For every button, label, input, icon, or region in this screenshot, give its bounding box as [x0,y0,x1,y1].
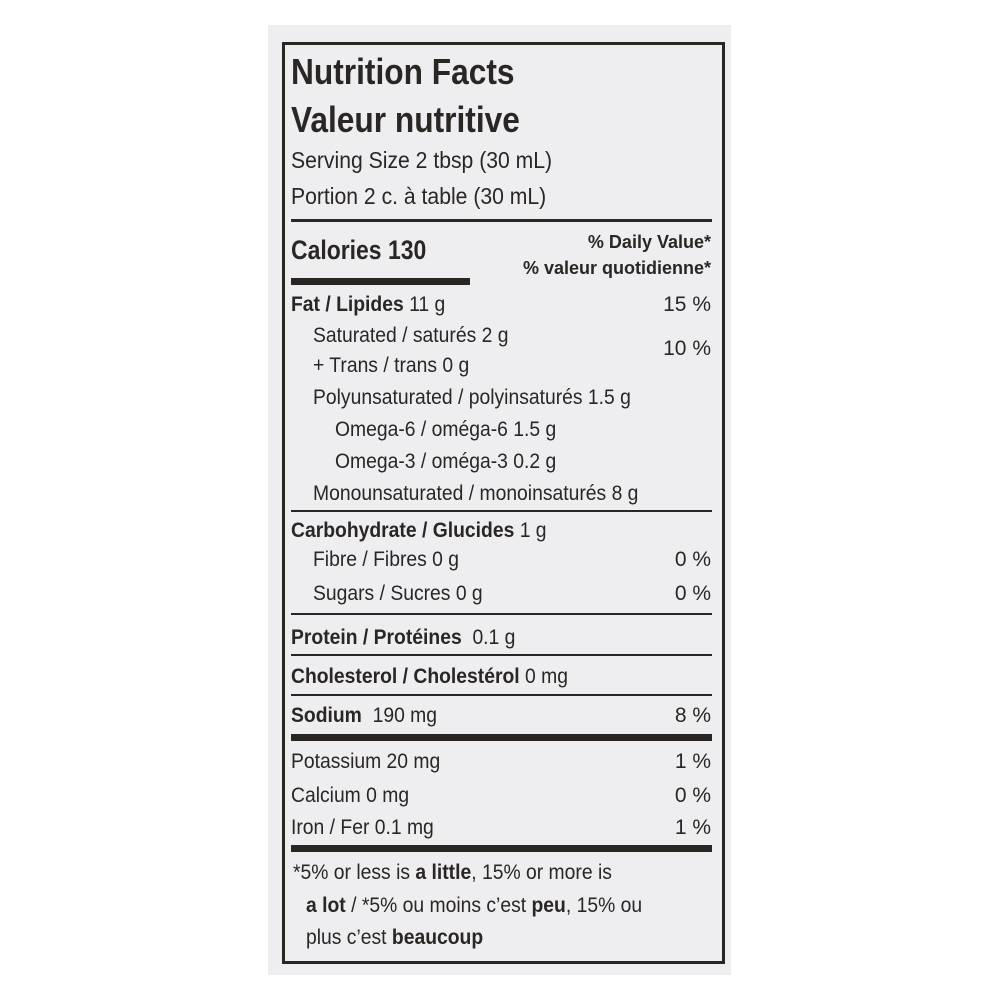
label-background [268,25,731,975]
divider [291,219,712,222]
sodium-row: Sodium 190 mg [291,704,437,728]
omega3-row: Omega-3 / oméga-3 0.2 g [335,450,557,473]
cholesterol-amount: 0 mg [525,665,568,688]
daily-value-header-fr: % valeur quotidienne* [522,258,711,278]
footnote-line-2: a lot / *5% ou moins c’est peu, 15% ou [306,894,642,918]
carbohydrate-row: Carbohydrate / Glucides 1 g [291,519,547,543]
footnote-bold: beaucoup [391,926,484,949]
calories: Calories 130 [291,235,427,265]
footnote-bold: a lot [306,894,346,917]
sodium-dv: 8 % [674,704,711,727]
thick-divider [291,845,712,852]
polyunsaturated-row: Polyunsaturated / polyinsaturés 1.5 g [313,386,631,409]
sodium-label: Sodium [291,704,362,727]
cholesterol-row: Cholesterol / Cholestérol 0 mg [291,665,568,689]
thick-divider [291,734,712,741]
protein-label: Protein / Protéines [291,626,462,649]
calcium-row: Calcium 0 mg [291,784,410,807]
divider [291,613,712,615]
fat-label: Fat / Lipides [291,293,404,316]
footnote-text: , 15% or more is [471,861,612,884]
nutrition-facts-table [282,42,725,964]
sugars-row: Sugars / Sucres 0 g [313,582,483,605]
sugars-dv: 0 % [674,582,711,605]
monounsaturated-row: Monounsaturated / monoinsaturés 8 g [313,482,639,505]
protein-row: Protein / Protéines 0.1 g [291,626,515,650]
divider [291,510,712,512]
fibre-row: Fibre / Fibres 0 g [313,548,460,571]
footnote-text: plus c’est [306,926,392,949]
fat-dv: 15 % [663,293,711,316]
potassium-dv: 1 % [674,750,711,773]
footnote-line-3: plus c’est beaucoup [306,926,483,950]
cholesterol-label: Cholesterol / Cholestérol [291,665,520,688]
title-fr: Valeur nutritive [291,99,520,140]
omega6-row: Omega-6 / oméga-6 1.5 g [335,418,557,441]
footnote-line-1: *5% or less is a little, 15% or more is [293,861,612,885]
divider [291,654,712,656]
calories-bar [291,278,470,285]
footnote-text: *5% or less is [293,861,416,884]
saturated-trans-dv: 10 % [663,337,711,360]
footnote-text: / *5% ou moins c’est [345,894,532,917]
title-en: Nutrition Facts [291,51,515,92]
iron-dv: 1 % [674,816,711,839]
saturated-row: Saturated / saturés 2 g [313,324,509,347]
iron-row: Iron / Fer 0.1 mg [291,816,434,839]
potassium-row: Potassium 20 mg [291,750,441,773]
footnote-bold: peu [531,894,566,917]
trans-row: + Trans / trans 0 g [313,354,470,377]
fat-amount: 11 g [409,293,446,316]
sodium-amount: 190 mg [372,704,438,727]
fibre-dv: 0 % [674,548,711,571]
footnote-bold: a little [415,861,472,884]
daily-value-header-en: % Daily Value* [587,232,711,252]
serving-size-fr: Portion 2 c. à table (30 mL) [291,183,547,209]
footnote-text: , 15% ou [565,894,643,917]
carbohydrate-label: Carbohydrate / Glucides [291,519,515,542]
protein-amount: 0.1 g [472,626,516,649]
divider [291,694,712,696]
calcium-dv: 0 % [674,784,711,807]
serving-size-en: Serving Size 2 tbsp (30 mL) [291,147,553,173]
carbohydrate-amount: 1 g [519,519,547,542]
fat-row: Fat / Lipides 11 g [291,293,445,317]
